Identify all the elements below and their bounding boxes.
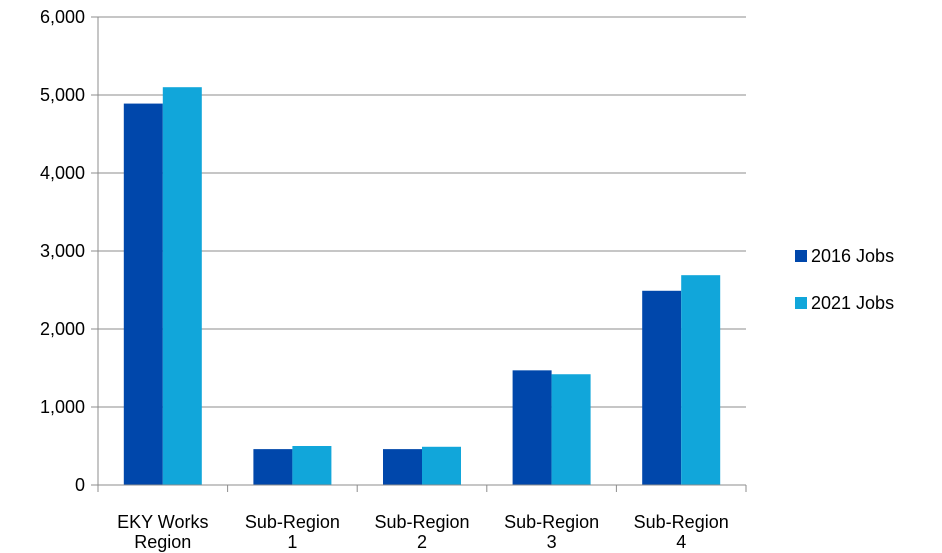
x-tick-label: 4 <box>676 532 686 552</box>
bar-2016-jobs <box>123 103 163 485</box>
legend-label-2021-jobs: 2021 Jobs <box>811 293 894 313</box>
bar-2021-jobs <box>681 275 721 485</box>
gridlines <box>98 16 746 408</box>
x-tick-label: Sub-Region <box>504 512 599 532</box>
x-tick-label: Sub-Region <box>245 512 340 532</box>
x-tick-label: EKY Works <box>117 512 208 532</box>
bar-2016-jobs <box>383 449 422 485</box>
y-tick-label: 4,000 <box>40 163 85 183</box>
x-tick-label: 2 <box>417 532 427 552</box>
legend-label-2016-jobs: 2016 Jobs <box>811 246 894 266</box>
legend: 2016 Jobs 2021 Jobs <box>795 246 894 313</box>
bar-2021-jobs <box>162 87 202 485</box>
x-tick-label: 1 <box>287 532 297 552</box>
y-tick-label: 5,000 <box>40 85 85 105</box>
bar-2016-jobs <box>642 290 682 485</box>
y-tick-label: 2,000 <box>40 319 85 339</box>
y-tick-label: 6,000 <box>40 7 85 27</box>
bars <box>123 87 721 485</box>
x-tick-label: 3 <box>547 532 557 552</box>
x-axis-tick-labels: EKY WorksRegionSub-Region1Sub-Region2Sub… <box>117 512 729 552</box>
y-axis-tick-labels: 0 1,000 2,000 3,000 4,000 5,000 6,000 <box>40 7 85 495</box>
y-tick-label: 0 <box>75 475 85 495</box>
x-tick-label: Sub-Region <box>634 512 729 532</box>
bar-2021-jobs <box>422 446 461 485</box>
x-tick-label: Sub-Region <box>374 512 469 532</box>
x-tick-label: Region <box>134 532 191 552</box>
legend-swatch-2016-jobs <box>795 250 807 262</box>
legend-swatch-2021-jobs <box>795 297 807 309</box>
axes <box>91 16 747 492</box>
bar-2021-jobs <box>551 374 591 485</box>
bar-2016-jobs <box>253 449 293 485</box>
bar-2021-jobs <box>292 446 332 485</box>
y-tick-label: 3,000 <box>40 241 85 261</box>
bar-2016-jobs <box>512 370 552 485</box>
y-tick-label: 1,000 <box>40 397 85 417</box>
